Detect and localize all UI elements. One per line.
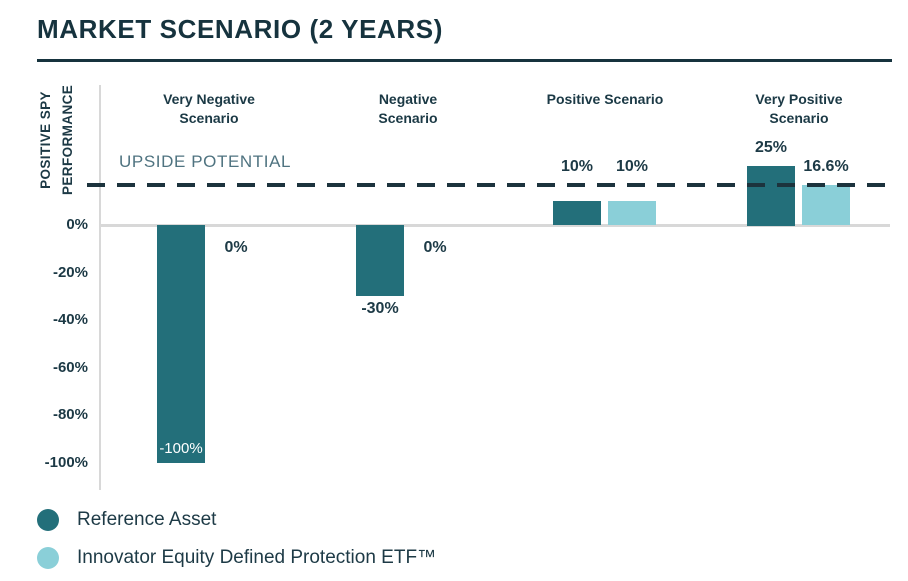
chart-legend: Reference Asset Innovator Equity Defined … [37,505,436,581]
scenario-label: Very Negative Scenario [163,91,255,126]
bar-value-label: 16.6% [803,158,849,175]
legend-color-dot [37,509,59,531]
legend-item: Innovator Equity Defined Protection ETF™ [37,543,436,573]
y-axis-line [99,85,101,490]
title-underline [37,59,892,62]
y-axis-tick-label: -20% [52,264,88,281]
scenario-label: Negative Scenario [378,91,438,126]
bar-value-label: 10% [615,158,649,175]
y-axis-label: POSITIVE SPY PERFORMANCE [38,84,75,195]
bar-value-label: 0% [423,239,447,256]
chart-title: MARKET SCENARIO (2 YEARS) [37,14,444,44]
upside-potential-label: UPSIDE POTENTIAL [119,152,292,171]
bar-value-label: -30% [361,300,399,317]
zero-baseline [100,224,890,227]
upside-cap-dashed-line [87,183,893,187]
etf-bar [802,185,850,225]
legend-label: Reference Asset [77,509,217,530]
scenario-label: Positive Scenario [546,91,664,107]
etf-bar [608,201,656,225]
bar-value-label: -100% [159,440,203,457]
legend-item: Reference Asset [37,505,436,535]
y-axis-tick-label: 0% [66,216,88,233]
bar-value-label: 25% [754,139,788,156]
bar-value-label: 0% [224,239,248,256]
y-axis-tick-label: -80% [52,406,88,423]
y-axis-tick-label: -100% [44,454,88,471]
y-axis-tick-label: -40% [52,311,88,328]
reference-asset-bar [356,225,404,296]
reference-asset-bar [747,166,795,226]
reference-asset-bar [553,201,601,225]
legend-label: Innovator Equity Defined Protection ETF™ [77,547,437,568]
scenario-label: Very Positive Scenario [755,91,843,126]
y-axis-tick-label: -60% [52,359,88,376]
legend-color-dot [37,547,59,569]
bar-value-label: 10% [560,158,594,175]
reference-asset-bar [157,225,205,463]
